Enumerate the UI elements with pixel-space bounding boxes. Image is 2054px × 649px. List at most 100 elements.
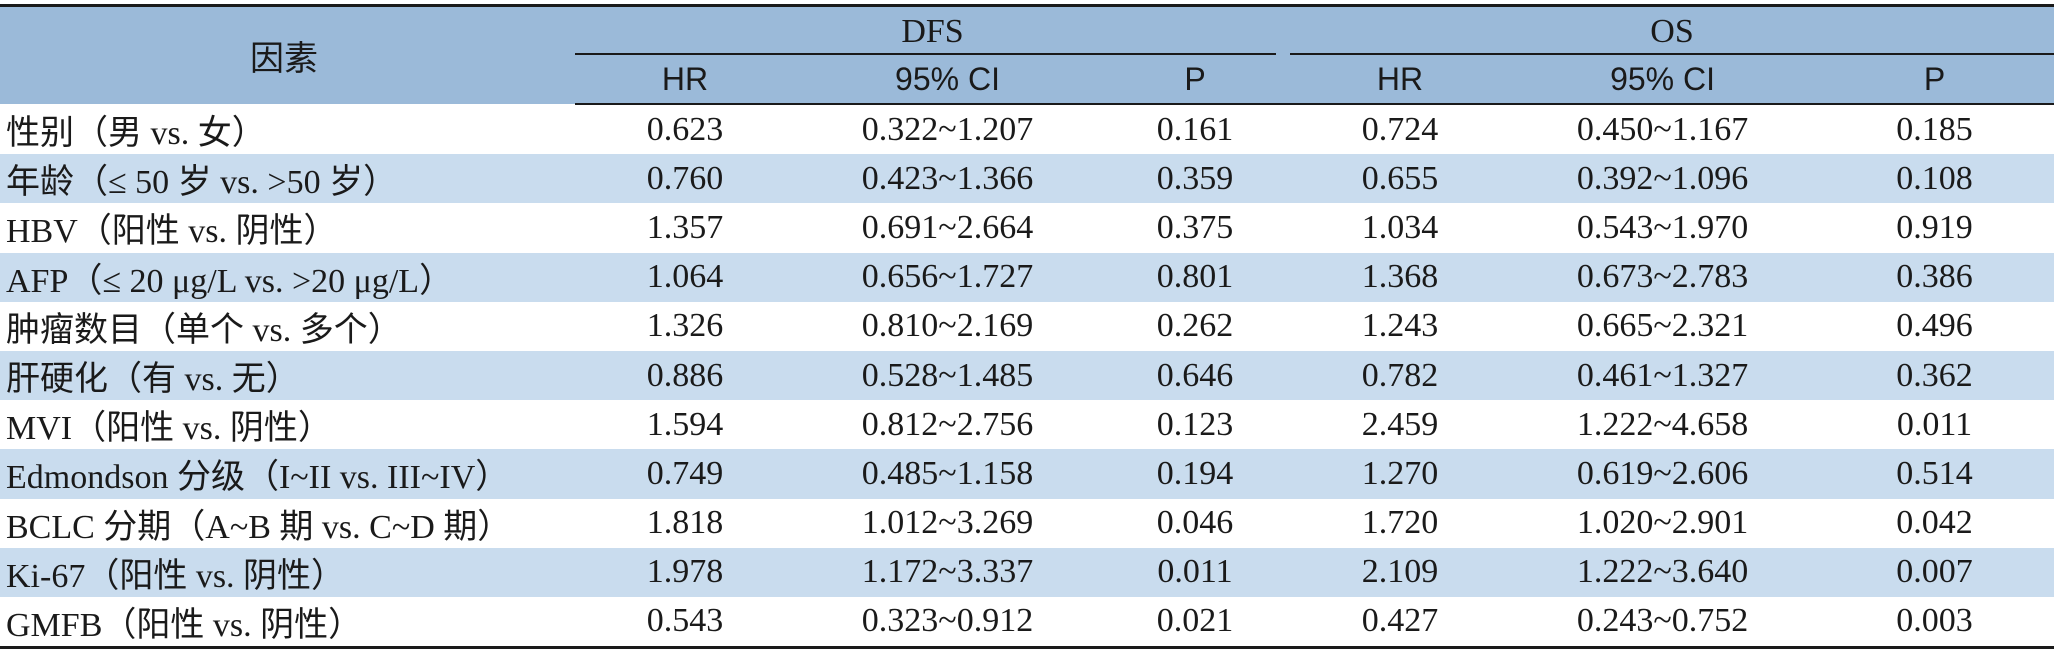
table-row: 年龄（≤ 50 岁 vs. >50 岁） 0.760 0.423~1.366 0.35… xyxy=(0,154,2054,204)
dfs-p-cell: 0.123 xyxy=(1100,400,1291,450)
table-row: HBV（阳性 vs. 阴性） 1.357 0.691~2.664 0.375 1.034… xyxy=(0,203,2054,253)
dfs-group-rule xyxy=(575,53,1277,55)
table-body: 性别（男 vs. 女） 0.623 0.322~1.207 0.161 0.724 0.4… xyxy=(0,104,2054,649)
os-p-cell: 0.042 xyxy=(1815,498,2054,548)
dfs-hr-cell: 1.326 xyxy=(575,301,795,351)
os-hr-cell: 1.034 xyxy=(1290,203,1511,253)
dfs-ci-header: 95% CI xyxy=(795,55,1100,105)
dfs-ci-cell: 0.691~2.664 xyxy=(795,203,1100,253)
factor-cell: 性别（男 vs. 女） xyxy=(0,104,575,155)
os-ci-cell: 1.222~4.658 xyxy=(1510,400,1816,450)
table-row: Ki-67（阳性 vs. 阴性） 1.978 1.172~3.337 0.011 2.1… xyxy=(0,547,2054,597)
os-hr-cell: 1.720 xyxy=(1290,498,1511,548)
os-p-cell: 0.007 xyxy=(1815,547,2054,597)
factor-cell: Ki-67（阳性 vs. 阴性） xyxy=(0,547,575,597)
os-ci-header: 95% CI xyxy=(1510,55,1816,105)
dfs-p-cell: 0.161 xyxy=(1100,104,1291,155)
dfs-group-title: DFS xyxy=(901,13,964,50)
factor-column-header: 因素 xyxy=(0,4,575,104)
os-hr-cell: 0.782 xyxy=(1290,350,1511,401)
dfs-ci-cell: 0.812~2.756 xyxy=(795,400,1100,450)
dfs-hr-cell: 1.978 xyxy=(575,547,795,597)
os-hr-cell: 2.459 xyxy=(1290,400,1511,450)
dfs-ci-cell: 0.810~2.169 xyxy=(795,301,1100,351)
dfs-ci-cell: 0.323~0.912 xyxy=(795,596,1100,649)
table-row: 性别（男 vs. 女） 0.623 0.322~1.207 0.161 0.724 0.4… xyxy=(0,104,2054,155)
os-hr-cell: 2.109 xyxy=(1290,547,1511,597)
os-hr-cell: 1.243 xyxy=(1290,301,1511,351)
factor-cell: 年龄（≤ 50 岁 vs. >50 岁） xyxy=(0,154,575,204)
factor-cell: GMFB（阳性 vs. 阴性） xyxy=(0,596,575,649)
dfs-p-cell: 0.262 xyxy=(1100,301,1291,351)
dfs-p-cell: 0.194 xyxy=(1100,449,1291,499)
os-ci-cell: 0.665~2.321 xyxy=(1510,301,1816,351)
dfs-ci-cell: 1.012~3.269 xyxy=(795,498,1100,548)
os-ci-cell: 0.673~2.783 xyxy=(1510,252,1816,302)
cox-regression-table: 因素 DFS OS HR 95% CI P HR 95% CI P 性别（男 v… xyxy=(0,4,2054,649)
dfs-hr-cell: 0.623 xyxy=(575,104,795,155)
dfs-p-cell: 0.646 xyxy=(1100,350,1291,401)
dfs-group-header: DFS xyxy=(575,4,1291,55)
table-row: AFP（≤ 20 μg/L vs. >20 μg/L） 1.064 0.656~1.… xyxy=(0,252,2054,302)
dfs-hr-cell: 0.760 xyxy=(575,154,795,204)
factor-cell: 肿瘤数目（单个 vs. 多个） xyxy=(0,301,575,351)
os-ci-cell: 0.619~2.606 xyxy=(1510,449,1816,499)
dfs-ci-cell: 0.528~1.485 xyxy=(795,350,1100,401)
os-p-header: P xyxy=(1815,55,2054,105)
os-p-cell: 0.386 xyxy=(1815,252,2054,302)
dfs-p-header: P xyxy=(1100,55,1291,105)
dfs-hr-cell: 1.357 xyxy=(575,203,795,253)
dfs-hr-cell: 1.594 xyxy=(575,400,795,450)
os-ci-cell: 0.543~1.970 xyxy=(1510,203,1816,253)
table-row: Edmondson 分级（I~II vs. III~IV） 0.749 0.485~… xyxy=(0,449,2054,499)
os-ci-cell: 0.243~0.752 xyxy=(1510,596,1816,649)
dfs-p-cell: 0.046 xyxy=(1100,498,1291,548)
factor-cell: AFP（≤ 20 μg/L vs. >20 μg/L） xyxy=(0,252,575,302)
dfs-ci-cell: 0.423~1.366 xyxy=(795,154,1100,204)
factor-cell: 肝硬化（有 vs. 无） xyxy=(0,350,575,401)
factor-cell: HBV（阳性 vs. 阴性） xyxy=(0,203,575,253)
os-group-rule xyxy=(1290,53,2054,55)
dfs-p-cell: 0.011 xyxy=(1100,547,1291,597)
os-ci-cell: 0.461~1.327 xyxy=(1510,350,1816,401)
os-p-cell: 0.108 xyxy=(1815,154,2054,204)
os-hr-cell: 0.427 xyxy=(1290,596,1511,649)
table-row: MVI（阳性 vs. 阴性） 1.594 0.812~2.756 0.123 2.459… xyxy=(0,400,2054,450)
dfs-ci-cell: 1.172~3.337 xyxy=(795,547,1100,597)
dfs-hr-cell: 0.543 xyxy=(575,596,795,649)
os-ci-cell: 1.020~2.901 xyxy=(1510,498,1816,548)
os-p-cell: 0.514 xyxy=(1815,449,2054,499)
os-ci-cell: 0.450~1.167 xyxy=(1510,104,1816,155)
os-ci-cell: 0.392~1.096 xyxy=(1510,154,1816,204)
dfs-p-cell: 0.021 xyxy=(1100,596,1291,649)
os-hr-cell: 1.270 xyxy=(1290,449,1511,499)
os-hr-cell: 0.655 xyxy=(1290,154,1511,204)
os-p-cell: 0.362 xyxy=(1815,350,2054,401)
os-p-cell: 0.919 xyxy=(1815,203,2054,253)
table-row: 肝硬化（有 vs. 无） 0.886 0.528~1.485 0.646 0.782 0.… xyxy=(0,350,2054,401)
dfs-ci-cell: 0.656~1.727 xyxy=(795,252,1100,302)
factor-cell: MVI（阳性 vs. 阴性） xyxy=(0,400,575,450)
os-hr-header: HR xyxy=(1290,55,1511,105)
dfs-hr-cell: 1.064 xyxy=(575,252,795,302)
dfs-p-cell: 0.359 xyxy=(1100,154,1291,204)
dfs-hr-cell: 0.749 xyxy=(575,449,795,499)
factor-cell: BCLC 分期（A~B 期 vs. C~D 期） xyxy=(0,498,575,548)
os-ci-cell: 1.222~3.640 xyxy=(1510,547,1816,597)
table-row: 肿瘤数目（单个 vs. 多个） 1.326 0.810~2.169 0.262 1.24… xyxy=(0,301,2054,351)
dfs-p-cell: 0.801 xyxy=(1100,252,1291,302)
table-row: BCLC 分期（A~B 期 vs. C~D 期） 1.818 1.012~3.269… xyxy=(0,498,2054,548)
os-group-title: OS xyxy=(1650,13,1694,50)
os-p-cell: 0.003 xyxy=(1815,596,2054,649)
dfs-ci-cell: 0.485~1.158 xyxy=(795,449,1100,499)
table-header: 因素 DFS OS HR 95% CI P HR 95% CI P xyxy=(0,4,2054,105)
factor-cell: Edmondson 分级（I~II vs. III~IV） xyxy=(0,449,575,499)
dfs-hr-cell: 0.886 xyxy=(575,350,795,401)
os-p-cell: 0.185 xyxy=(1815,104,2054,155)
dfs-ci-cell: 0.322~1.207 xyxy=(795,104,1100,155)
os-group-header: OS xyxy=(1290,4,2054,55)
os-hr-cell: 0.724 xyxy=(1290,104,1511,155)
dfs-hr-cell: 1.818 xyxy=(575,498,795,548)
dfs-hr-header: HR xyxy=(575,55,795,105)
